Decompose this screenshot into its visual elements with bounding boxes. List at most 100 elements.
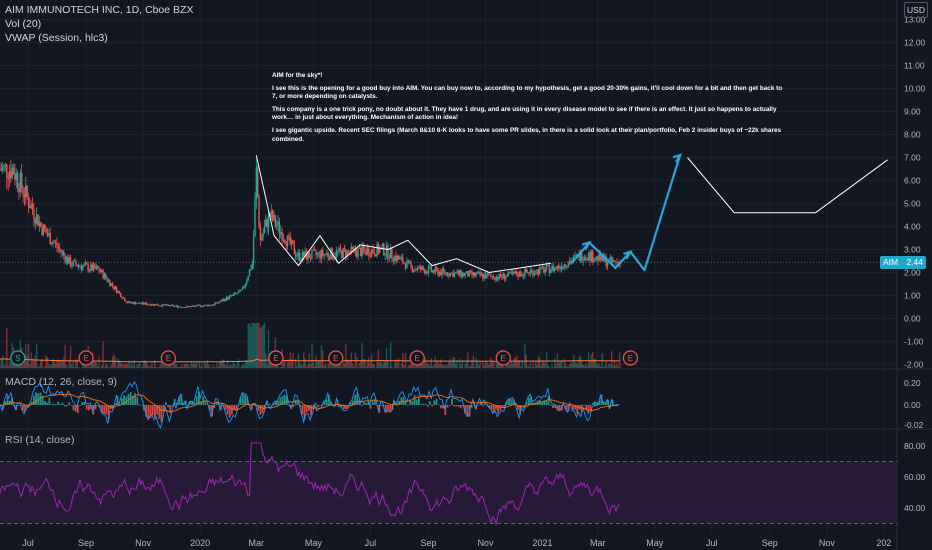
candle-body — [223, 299, 225, 302]
volume-bar — [594, 358, 597, 368]
macd-histogram-bar — [398, 400, 400, 405]
candle-body — [575, 255, 578, 256]
candle-body — [168, 305, 171, 307]
macd-histogram-bar — [442, 405, 444, 409]
candle-body — [400, 257, 403, 259]
candle-body — [522, 275, 525, 277]
volume-legend[interactable]: Vol (20) — [5, 18, 42, 30]
macd-histogram-bar — [160, 405, 163, 422]
volume-bar — [516, 355, 518, 368]
macd-histogram-bar — [407, 405, 409, 406]
candle-body — [596, 256, 598, 260]
volume-bar — [364, 359, 366, 368]
volume-bar — [331, 366, 333, 368]
candle-body — [305, 251, 308, 260]
candle-body — [410, 261, 412, 266]
volume-bar — [615, 365, 617, 368]
macd-histogram-bar — [191, 400, 194, 405]
candle-body — [144, 302, 146, 305]
chart-title[interactable]: AIM IMMUNOTECH INC, 1D, Cboe BZX — [5, 4, 194, 16]
macd-histogram-bar — [184, 400, 187, 405]
candle-body — [95, 266, 97, 269]
volume-bar — [518, 360, 521, 368]
candle-body — [29, 206, 31, 209]
candle-body — [53, 242, 55, 244]
drawings — [255, 153, 888, 273]
macd-histogram-bar — [72, 405, 75, 411]
candle-body — [176, 305, 179, 308]
candle-body — [503, 273, 506, 280]
candle-body — [12, 167, 15, 174]
candle-body — [355, 252, 358, 257]
macd-tick-label: 0.20 — [904, 378, 921, 388]
macd-legend[interactable]: MACD (12, 26, close, 9) — [5, 376, 118, 388]
candle-body — [48, 233, 50, 236]
candle-body — [156, 304, 159, 306]
volume-bar — [572, 354, 575, 368]
macd-histogram-bar — [462, 405, 464, 407]
candle-body — [379, 248, 381, 254]
candle-body — [381, 243, 384, 248]
candle-body — [558, 265, 560, 269]
volume-bar — [507, 361, 510, 368]
macd-histogram-bar — [279, 397, 282, 405]
candle-body — [182, 307, 184, 309]
macd-histogram-bar — [393, 401, 396, 405]
earnings-marker-icon — [622, 350, 639, 366]
event-marker-label: E — [414, 354, 419, 363]
candle-body — [266, 219, 268, 228]
volume-bar — [509, 364, 511, 368]
volume-bar — [492, 361, 495, 368]
vwap-legend[interactable]: VWAP (Session, hlc3) — [5, 32, 108, 44]
volume-bar — [541, 361, 544, 368]
macd-histogram-bar — [530, 396, 532, 405]
macd-histogram-bar — [286, 395, 288, 405]
volume-bar — [174, 362, 176, 368]
macd-histogram-bar — [198, 391, 200, 405]
volume-bar — [181, 364, 183, 368]
volume-bar — [278, 367, 281, 368]
macd-histogram-bar — [345, 405, 348, 409]
candle-body — [77, 265, 80, 267]
candle-body — [282, 239, 285, 241]
candle-body — [434, 267, 437, 273]
candle-body — [353, 248, 355, 250]
candle-body — [551, 265, 553, 271]
currency-label[interactable]: USD — [904, 2, 928, 18]
candle-body — [145, 302, 148, 305]
candle-body — [581, 252, 583, 262]
volume-bar — [175, 363, 178, 368]
candle-body — [521, 275, 523, 277]
volume-bar — [75, 359, 77, 368]
macd-histogram-bar — [57, 401, 59, 405]
candle-body — [544, 269, 546, 273]
candle-body — [105, 273, 107, 279]
candle-body — [224, 299, 226, 301]
volume-bar — [591, 351, 594, 368]
volume-bar — [219, 361, 221, 368]
rsi-legend[interactable]: RSI (14, close) — [5, 434, 75, 446]
volume-bar — [551, 363, 553, 368]
volume-bar — [288, 360, 290, 368]
volume-bar — [381, 365, 384, 368]
volume-bar — [578, 357, 580, 368]
candle-body — [438, 271, 441, 276]
candle-body — [388, 257, 390, 259]
candle-body — [113, 286, 115, 290]
macd-histogram-bar — [63, 405, 66, 407]
candle-body — [303, 251, 305, 257]
macd-histogram-bar — [277, 400, 279, 405]
candle-body — [140, 303, 142, 305]
volume-bar — [410, 363, 412, 368]
candle-body — [567, 264, 569, 268]
volume-bar — [418, 364, 420, 368]
candle-body — [79, 265, 81, 267]
macd-histogram-bar — [66, 405, 68, 407]
candle-body — [35, 214, 38, 224]
candle-body — [115, 286, 118, 293]
volume-bar — [118, 360, 121, 368]
macd-histogram-bar — [173, 398, 176, 405]
macd-histogram-bar — [440, 405, 442, 409]
candle-body — [179, 306, 182, 308]
